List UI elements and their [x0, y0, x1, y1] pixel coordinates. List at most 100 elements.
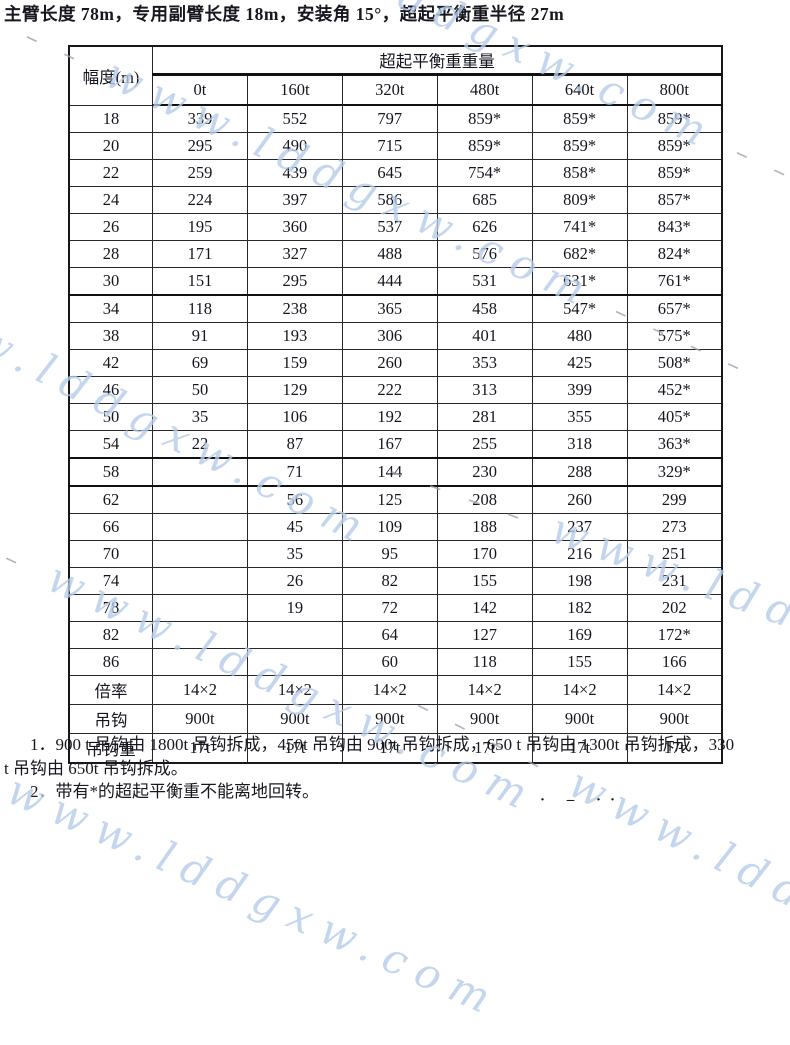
value-cell: 425: [531, 349, 628, 377]
value-cell: 14×2: [341, 675, 438, 705]
value-cell: 171: [152, 240, 248, 268]
table-row: 20 295 490 715 859* 859* 859*: [68, 132, 723, 160]
value-cell: 155: [531, 648, 628, 676]
value-cell: 188: [436, 513, 533, 541]
table-row: 70 35 95 170 216 251: [68, 540, 723, 568]
value-cell: 71: [246, 457, 343, 487]
value-cell: 129: [246, 376, 343, 404]
value-cell: [152, 457, 248, 487]
radius-cell: 66: [68, 513, 153, 541]
value-cell: 843*: [626, 213, 723, 241]
value-cell: 35: [152, 403, 248, 431]
value-cell: 45: [246, 513, 343, 541]
value-cell: 170: [436, 540, 533, 568]
value-cell: 360: [246, 213, 343, 241]
value-cell: 306: [341, 322, 438, 350]
value-cell: 859*: [436, 104, 533, 133]
value-cell: 202: [626, 594, 723, 622]
value-cell: 858*: [531, 159, 628, 187]
value-cell: 14×2: [436, 675, 533, 705]
radius-cell: 22: [68, 159, 153, 187]
value-cell: 657*: [626, 294, 723, 323]
value-cell: 575*: [626, 322, 723, 350]
table-column-header-row: 0t 160t 320t 480t 640t 800t: [69, 74, 723, 106]
value-cell: 17t: [152, 733, 248, 764]
value-cell: 167: [341, 430, 438, 459]
value-cell: 900t: [436, 704, 533, 734]
value-cell: 480: [531, 322, 628, 350]
value-cell: 631*: [531, 267, 628, 296]
value-cell: 452*: [626, 376, 723, 404]
value-cell: 339: [152, 104, 248, 133]
value-cell: 255: [436, 430, 533, 459]
value-cell: 754*: [436, 159, 533, 187]
value-cell: 353: [436, 349, 533, 377]
page-title: 主臂长度 78m，专用副臂长度 18m，安装角 15°，超起平衡重半径 27m: [4, 4, 565, 24]
value-cell: 329*: [626, 457, 723, 487]
table-row: 28 171 327 488 576 682* 824*: [68, 240, 723, 268]
value-cell: 50: [152, 376, 248, 404]
value-cell: [152, 540, 248, 568]
value-cell: 857*: [626, 186, 723, 214]
column-header-800t: 800t: [626, 74, 723, 106]
value-cell: 169: [531, 621, 628, 649]
value-cell: 547*: [531, 294, 628, 323]
value-cell: 192: [341, 403, 438, 431]
table-row: 74 26 82 155 198 231: [68, 567, 723, 595]
table-row: 42 69 159 260 353 425 508*: [68, 349, 723, 377]
value-cell: 69: [152, 349, 248, 377]
footnote-1-line-1: 1．900 t 吊钩由 1800t 吊钩拆成，450t 吊钩由 900t 吊钩拆…: [30, 735, 735, 754]
value-cell: 682*: [531, 240, 628, 268]
value-cell: 159: [246, 349, 343, 377]
table-row: 18 339 552 797 859* 859* 859*: [68, 104, 723, 133]
value-cell: 238: [246, 294, 343, 323]
value-cell: 216: [531, 540, 628, 568]
table-row: 58 71 144 230 288 329*: [68, 457, 723, 487]
value-cell: 208: [436, 485, 533, 514]
value-cell: 17t: [341, 733, 438, 764]
value-cell: 19: [246, 594, 343, 622]
value-cell: 224: [152, 186, 248, 214]
value-cell: 859*: [626, 104, 723, 133]
value-cell: 155: [436, 567, 533, 595]
table-row: 86 60 118 155 166: [68, 648, 723, 676]
radius-column-header: 幅度(m): [68, 45, 153, 106]
value-cell: 488: [341, 240, 438, 268]
value-cell: 14×2: [531, 675, 628, 705]
table-row: 34 118 238 365 458 547* 657*: [68, 294, 723, 323]
value-cell: 251: [626, 540, 723, 568]
radius-cell: 54: [68, 430, 153, 459]
radius-cell: 20: [68, 132, 153, 160]
value-cell: 299: [626, 485, 723, 514]
value-cell: 859*: [436, 132, 533, 160]
value-cell: 14×2: [152, 675, 248, 705]
value-cell: 859*: [626, 132, 723, 160]
value-cell: 172*: [626, 621, 723, 649]
value-cell: 231: [626, 567, 723, 595]
value-cell: 399: [531, 376, 628, 404]
value-cell: 118: [436, 648, 533, 676]
value-cell: 95: [341, 540, 438, 568]
value-cell: [152, 485, 248, 514]
value-cell: 797: [341, 104, 438, 133]
footer-label-cell: 倍率: [68, 675, 153, 705]
footnotes: 1．900 t 吊钩由 1800t 吊钩拆成，450t 吊钩由 900t 吊钩拆…: [4, 733, 788, 804]
value-cell: [152, 648, 248, 676]
value-cell: 900t: [152, 704, 248, 734]
value-cell: 363*: [626, 430, 723, 459]
value-cell: 260: [341, 349, 438, 377]
value-cell: 900t: [246, 704, 343, 734]
radius-cell: 18: [68, 104, 153, 133]
radius-cell: 82: [68, 621, 153, 649]
value-cell: 182: [531, 594, 628, 622]
table-row: 30 151 295 444 531 631* 761*: [68, 267, 723, 296]
radius-cell: 30: [68, 267, 153, 296]
value-cell: 35: [246, 540, 343, 568]
radius-cell: 38: [68, 322, 153, 350]
radius-cell: 74: [68, 567, 153, 595]
radius-cell: 26: [68, 213, 153, 241]
radius-cell: 58: [68, 457, 153, 487]
column-header-0t: 0t: [152, 74, 248, 106]
value-cell: 295: [246, 267, 343, 296]
load-chart-table: 幅度(m) 超起平衡重重量 0t 160t 320t 480t 640t 800t 18 3…: [68, 45, 723, 764]
